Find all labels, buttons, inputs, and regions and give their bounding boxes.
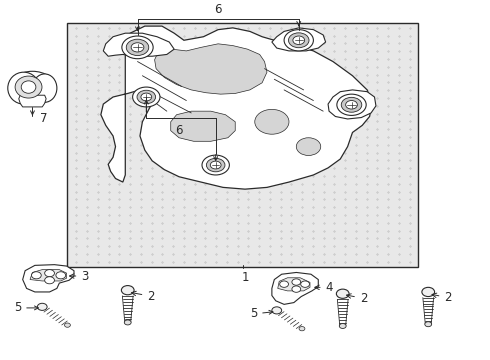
Circle shape: [280, 281, 289, 287]
Text: 3: 3: [70, 270, 89, 283]
Text: 2: 2: [346, 292, 368, 305]
Circle shape: [45, 277, 54, 284]
Circle shape: [301, 281, 310, 287]
Circle shape: [289, 33, 309, 48]
Text: 7: 7: [40, 112, 47, 126]
Text: 6: 6: [215, 3, 222, 16]
Bar: [67, 23, 418, 267]
Polygon shape: [171, 111, 235, 141]
Ellipse shape: [15, 76, 42, 98]
Circle shape: [206, 158, 225, 172]
Polygon shape: [19, 95, 46, 107]
Circle shape: [45, 270, 54, 277]
Circle shape: [292, 279, 301, 285]
Circle shape: [141, 93, 152, 101]
Text: 1: 1: [241, 271, 249, 284]
Ellipse shape: [32, 74, 57, 102]
Circle shape: [425, 322, 432, 327]
Circle shape: [122, 36, 153, 59]
Circle shape: [126, 39, 149, 55]
Polygon shape: [272, 28, 326, 51]
Circle shape: [341, 97, 362, 112]
Polygon shape: [272, 273, 319, 304]
Circle shape: [336, 289, 349, 298]
Circle shape: [337, 94, 366, 116]
Circle shape: [124, 320, 131, 325]
Circle shape: [31, 272, 41, 279]
Circle shape: [339, 324, 346, 328]
Ellipse shape: [21, 81, 36, 93]
Polygon shape: [101, 26, 372, 189]
Circle shape: [345, 100, 357, 109]
Polygon shape: [23, 265, 74, 292]
Text: 2: 2: [131, 290, 155, 303]
Circle shape: [122, 285, 134, 295]
Polygon shape: [155, 44, 267, 94]
Text: 5: 5: [14, 301, 38, 314]
Ellipse shape: [8, 72, 40, 104]
Circle shape: [131, 43, 144, 52]
Ellipse shape: [9, 71, 56, 105]
Circle shape: [299, 327, 305, 331]
Circle shape: [202, 155, 229, 175]
Polygon shape: [30, 270, 67, 281]
Circle shape: [292, 286, 301, 292]
Text: 5: 5: [250, 307, 273, 320]
Circle shape: [133, 87, 160, 107]
Text: 6: 6: [175, 123, 183, 136]
Circle shape: [296, 138, 321, 156]
Circle shape: [255, 109, 289, 134]
Circle shape: [284, 30, 314, 51]
Text: 4: 4: [315, 281, 333, 294]
Circle shape: [293, 36, 305, 45]
Circle shape: [65, 323, 71, 327]
Polygon shape: [278, 278, 310, 291]
Circle shape: [210, 161, 221, 169]
Polygon shape: [103, 33, 174, 56]
Circle shape: [56, 272, 66, 279]
Polygon shape: [328, 90, 376, 119]
Circle shape: [422, 287, 435, 297]
Circle shape: [37, 303, 47, 310]
Circle shape: [272, 307, 282, 314]
Text: 2: 2: [432, 291, 452, 304]
Circle shape: [137, 90, 156, 104]
